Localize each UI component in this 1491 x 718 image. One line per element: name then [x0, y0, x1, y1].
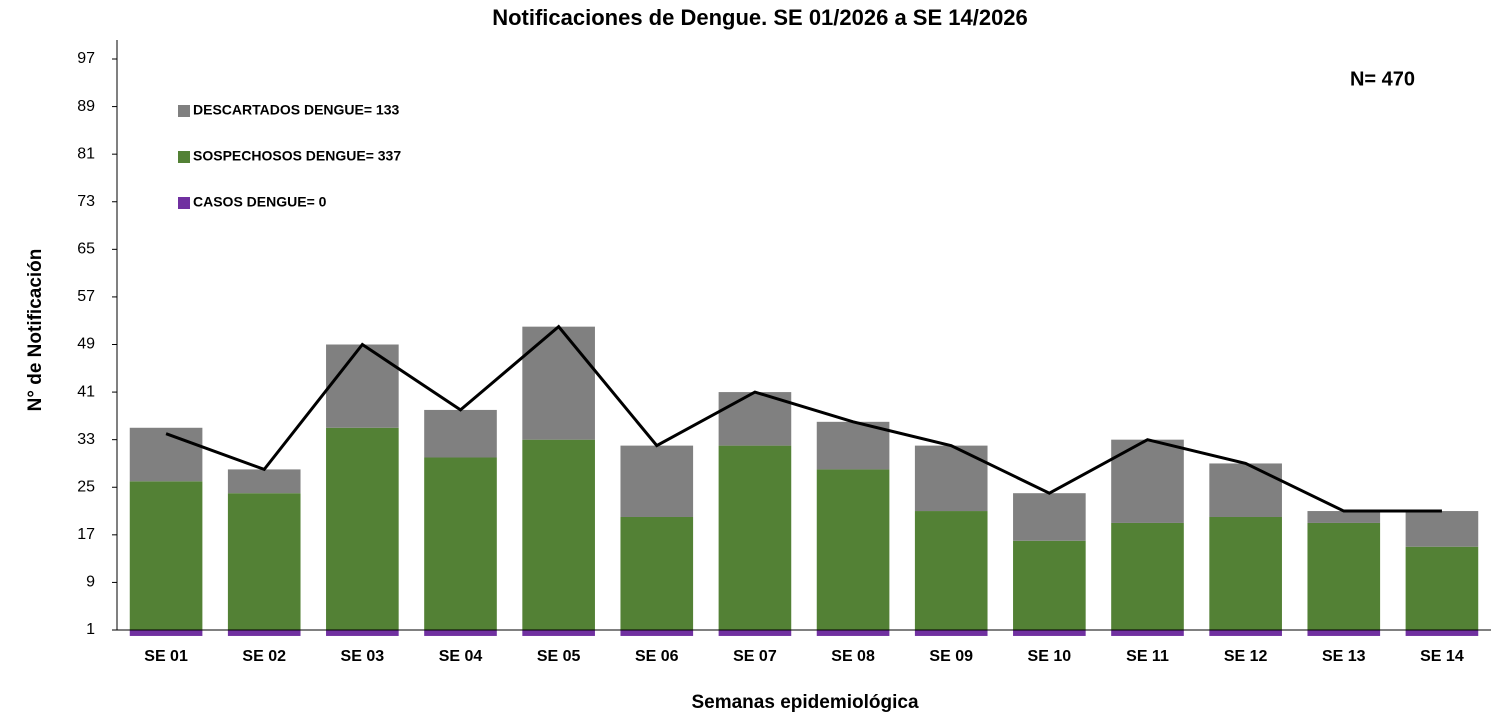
x-tick-label: SE 04 [439, 648, 483, 665]
x-tick-label: SE 03 [341, 648, 385, 665]
y-tick-label: 41 [77, 383, 95, 400]
x-tick-label: SE 11 [1126, 648, 1169, 665]
bar-segment [1013, 540, 1086, 630]
legend-label: SOSPECHOSOS DENGUE= 337 [193, 148, 401, 164]
bar-segment [1307, 511, 1381, 523]
line-series [165, 324, 1442, 513]
y-axis-label: N° de Notificación [25, 249, 46, 412]
bar-segment [1405, 511, 1479, 547]
bar-segment [620, 630, 694, 636]
x-tick-label: SE 01 [144, 648, 188, 665]
x-tick-label: SE 12 [1224, 648, 1268, 665]
x-tick-label: SE 14 [1420, 648, 1464, 665]
legend-swatch [178, 151, 190, 163]
bar-segment [1405, 630, 1479, 636]
bar-segment [129, 630, 203, 636]
bar-segment [718, 445, 792, 630]
y-tick-label: 97 [77, 50, 95, 67]
bar-segment [1209, 516, 1282, 630]
y-tick-label: 73 [77, 193, 95, 210]
x-tick-label: SE 10 [1028, 648, 1072, 665]
bar-segment [620, 445, 694, 517]
y-tick-label: 89 [77, 98, 95, 115]
y-tick-label: 25 [77, 478, 95, 495]
y-tick-label: 1 [86, 621, 95, 638]
bar-segment [227, 469, 301, 494]
legend-swatch [178, 197, 190, 209]
bar-segment [1013, 630, 1086, 636]
bar-segment [718, 392, 792, 446]
bar-segment [522, 326, 595, 440]
bar-segment [1111, 522, 1184, 630]
bar-segment [718, 630, 792, 636]
x-tick-label: SE 09 [929, 648, 973, 665]
bar-segment [522, 630, 595, 636]
x-tick-label: SE 02 [242, 648, 286, 665]
bar-segment [1209, 463, 1282, 517]
bar-segment [129, 481, 203, 630]
bar-segment [424, 630, 497, 636]
legend-label: DESCARTADOS DENGUE= 133 [193, 102, 400, 118]
x-tick-label: SE 08 [831, 648, 875, 665]
bar-segment [326, 630, 399, 636]
bar-segment [326, 344, 399, 428]
y-tick-label: 81 [77, 145, 95, 162]
bar-segment [424, 457, 497, 630]
bar-segment [1405, 546, 1479, 630]
bar-segment [227, 630, 301, 636]
bar-segment [227, 493, 301, 630]
bar-segment [816, 421, 890, 470]
annotation: N= 470 [1350, 68, 1415, 90]
x-tick-label: SE 07 [733, 648, 777, 665]
bar-segment [1307, 630, 1381, 636]
bar-segment [816, 469, 890, 630]
x-axis-label: Semanas epidemiológica [691, 692, 918, 713]
chart-title: Notificaciones de Dengue. SE 01/2026 a S… [492, 5, 1028, 30]
y-tick-label: 65 [77, 241, 95, 258]
y-tick-label: 17 [77, 526, 95, 543]
x-tick-label: SE 06 [635, 648, 679, 665]
y-tick-label: 33 [77, 431, 95, 448]
x-tick-label: SE 05 [537, 648, 581, 665]
legend-label: CASOS DENGUE= 0 [193, 194, 327, 210]
y-tick-label: 49 [77, 336, 95, 353]
bar-segment [1111, 630, 1184, 636]
bar-segment [620, 516, 694, 630]
bar-segment [522, 439, 595, 630]
x-tick-label: SE 13 [1322, 648, 1366, 665]
legend-swatch [178, 105, 190, 117]
y-tick-label: 57 [77, 288, 95, 305]
bar-segment [914, 630, 988, 636]
y-tick-label: 9 [86, 574, 95, 591]
bar-segment [424, 409, 497, 458]
bar-segment [914, 511, 988, 630]
bar-segment [1307, 522, 1381, 630]
bar-segment [1209, 630, 1282, 636]
bar-segment [326, 427, 399, 630]
bar-segment [816, 630, 890, 636]
bar-segment [1013, 493, 1086, 541]
bar-segment [914, 445, 988, 512]
bar-segment [129, 427, 203, 482]
